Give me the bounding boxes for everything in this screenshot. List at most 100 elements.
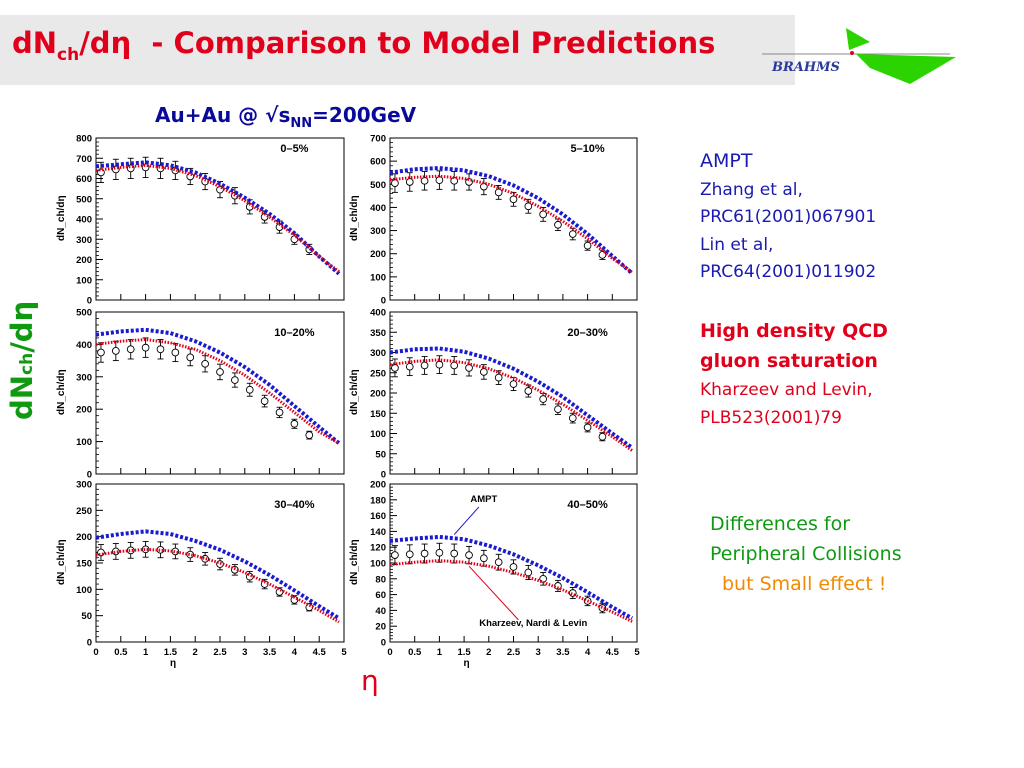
data-point — [275, 408, 284, 417]
chart-panel: 0 20 40 60 80 100 120 140 160 180 200 0 0.5 1 1.5 2 2.5 3… — [345, 478, 640, 678]
differences-line: Differences for — [710, 513, 851, 535]
y-tick-label: 0 — [381, 296, 386, 307]
chart-panel: 0 100 200 300 400 500 600 700 800 dN_ch/dη 0–5% — [52, 132, 345, 307]
data-point — [494, 373, 503, 382]
data-point — [554, 220, 562, 229]
data-point — [509, 380, 518, 388]
y-tick-label: 250 — [76, 506, 92, 517]
ampt-curve — [389, 346, 634, 450]
chart-panel: 0 50 100 150 200 250 300 0 0.5 1 1.5 2 2.5 3 3.5 4 4.5 5 d… — [52, 478, 347, 678]
data-point — [186, 353, 195, 362]
y-tick-label: 350 — [370, 328, 386, 339]
y-tick-label: 0 — [381, 470, 386, 481]
data-point — [171, 348, 180, 357]
collision-heading: Au+Au @ √sNN=200GeV — [155, 103, 416, 131]
y-tick-label: 50 — [375, 449, 386, 460]
panel-xlabel: η — [170, 658, 176, 669]
data-point — [405, 550, 414, 559]
ampt-curve — [389, 534, 634, 621]
y-tick-label: 700 — [76, 154, 92, 165]
data-point — [524, 568, 533, 577]
y-tick-label: 300 — [76, 235, 92, 246]
x-tick-label: 3.5 — [263, 647, 277, 658]
y-tick-label: 300 — [370, 348, 386, 359]
big-xlabel: η — [361, 664, 379, 697]
x-tick-label: 5 — [341, 647, 347, 658]
x-tick-label: 1 — [437, 647, 443, 658]
heading-sub: NN — [290, 116, 313, 131]
x-tick-label: 5 — [634, 647, 640, 658]
y-tick-label: 150 — [370, 409, 386, 420]
data-point — [583, 423, 592, 432]
y-tick-label: 0 — [87, 470, 92, 481]
data-point — [111, 547, 120, 556]
data-point — [524, 202, 533, 211]
data-point — [568, 589, 577, 597]
kl-annotation: Kharzeev, Nardi & Levin — [479, 618, 587, 629]
title-bar — [0, 15, 795, 85]
y-tick-label: 200 — [76, 255, 92, 266]
data-point — [405, 362, 414, 371]
x-tick-label: 3 — [536, 647, 541, 658]
data-point — [420, 549, 429, 558]
chart-svg: 0 50 100 150 200 250 300 350 400 dN_ch/dη 20–30% — [349, 308, 638, 481]
chart-svg: 0 100 200 300 400 500 600 700 800 dN_ch/dη 0–5% — [56, 134, 345, 307]
panel-ylabel: dN_ch/dη — [349, 195, 360, 241]
data-point — [450, 361, 459, 370]
ampt-ref-line: PRC61(2001)067901 — [700, 207, 877, 227]
chart-svg: 0 20 40 60 80 100 120 140 160 180 200 0 0.5 1 1.5 2 2.5 3… — [349, 480, 640, 670]
x-tick-label: 4.5 — [313, 647, 327, 658]
kl-ref-line: Kharzeev and Levin, — [700, 380, 873, 400]
differences-line: Peripheral Collisions — [710, 543, 902, 565]
ampt-arrow — [453, 506, 480, 535]
data-point — [391, 364, 399, 372]
plot-frame — [389, 137, 638, 301]
centrality-label: 20–30% — [567, 327, 608, 339]
ampt-curve — [95, 529, 341, 621]
y-tick-label: 300 — [76, 480, 92, 491]
x-tick-label: 4 — [292, 647, 298, 658]
y-tick-label: 200 — [370, 249, 386, 260]
x-tick-label: 1 — [143, 647, 149, 658]
data-point — [450, 549, 459, 558]
data-point — [554, 405, 562, 414]
data-point — [480, 554, 488, 563]
data-point — [435, 176, 444, 184]
panel-ylabel: dN_ch/dη — [349, 539, 360, 585]
heading-prefix: Au+Au @ √s — [155, 103, 291, 127]
y-tick-label: 300 — [370, 226, 386, 237]
y-tick-label: 200 — [76, 532, 92, 543]
x-tick-label: 0 — [93, 647, 98, 658]
y-tick-label: 500 — [370, 180, 386, 191]
y-tick-label: 400 — [76, 215, 92, 226]
y-tick-label: 400 — [76, 340, 92, 351]
big-ylabel-main: dN — [5, 374, 39, 420]
ampt-title: AMPT — [700, 150, 753, 172]
big-ylabel-rest: /dη — [5, 300, 39, 353]
data-point — [465, 364, 473, 372]
panel-ylabel: dN_ch/dη — [349, 369, 360, 415]
data-point — [539, 395, 547, 403]
data-point — [245, 385, 254, 394]
y-tick-label: 100 — [370, 429, 386, 440]
data-point — [391, 179, 399, 187]
chart-svg: 0 100 200 300 400 500 600 700 dN_ch/dη 5–10% — [349, 134, 638, 307]
data-point — [435, 360, 444, 369]
y-tick-label: 400 — [370, 203, 386, 214]
data-point — [126, 345, 135, 354]
y-tick-label: 100 — [370, 559, 386, 570]
x-tick-label: 4.5 — [606, 647, 620, 658]
x-tick-label: 0.5 — [114, 647, 128, 658]
data-point — [583, 241, 592, 250]
ampt-ref-line: Zhang et al, — [700, 180, 803, 200]
heading-suffix: =200GeV — [312, 103, 417, 127]
y-tick-label: 140 — [370, 527, 386, 538]
y-tick-label: 80 — [375, 574, 386, 585]
kl-curve — [389, 559, 633, 623]
x-tick-label: 4 — [585, 647, 591, 658]
x-tick-label: 2.5 — [507, 647, 521, 658]
y-tick-label: 500 — [76, 308, 92, 319]
chart-panel: 0 100 200 300 400 500 dN_ch/dη 10–20% — [52, 306, 345, 481]
data-point — [539, 210, 547, 219]
centrality-label: 40–50% — [567, 499, 608, 511]
